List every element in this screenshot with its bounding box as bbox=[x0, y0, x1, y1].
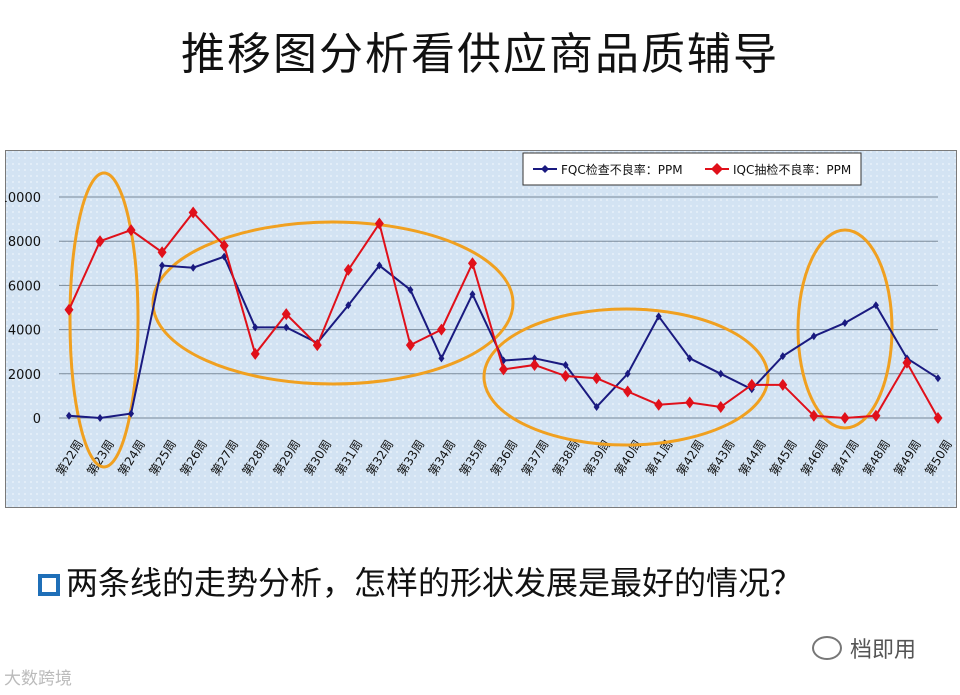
data-point-fqc bbox=[841, 318, 848, 327]
highlight-ellipses bbox=[68, 171, 894, 469]
bullet-text: 两条线的走势分析，怎样的形状发展是最好的情况？ bbox=[66, 564, 803, 602]
watermark-right: 档即用 bbox=[812, 632, 916, 664]
data-point-fqc bbox=[717, 369, 724, 378]
legend-marker-fqc bbox=[541, 165, 549, 173]
data-point-iqc bbox=[654, 398, 664, 411]
data-point-iqc bbox=[561, 370, 571, 383]
data-point-iqc bbox=[530, 358, 540, 371]
highlight-ellipse bbox=[796, 228, 894, 430]
data-point-iqc bbox=[623, 385, 633, 398]
data-point-fqc bbox=[407, 285, 414, 294]
legend-label-iqc: IQC抽检不良率：PPM bbox=[733, 162, 851, 177]
data-point-fqc bbox=[345, 301, 352, 310]
data-point-iqc bbox=[809, 409, 819, 422]
data-point-iqc bbox=[374, 217, 384, 230]
watermark-left: 大数跨境 bbox=[4, 669, 72, 689]
slide-title: 推移图分析看供应商品质辅导 bbox=[181, 29, 779, 80]
data-point-fqc bbox=[97, 414, 104, 422]
data-point-fqc bbox=[624, 369, 631, 378]
data-point-iqc bbox=[250, 347, 260, 360]
data-point-iqc bbox=[157, 246, 167, 259]
data-point-fqc bbox=[252, 323, 259, 332]
y-tick-label: 8000 bbox=[8, 235, 41, 250]
data-point-fqc bbox=[779, 352, 786, 361]
data-point-iqc bbox=[312, 339, 322, 352]
y-tick-label: 10000 bbox=[5, 191, 41, 206]
data-point-fqc bbox=[66, 411, 72, 420]
data-point-iqc bbox=[219, 239, 229, 252]
data-point-fqc bbox=[469, 290, 476, 299]
data-point-fqc bbox=[935, 374, 941, 383]
chat-bubble-icon bbox=[812, 636, 842, 660]
data-point-iqc bbox=[685, 396, 695, 409]
data-point-fqc bbox=[593, 402, 600, 411]
data-point-iqc bbox=[716, 400, 726, 413]
data-point-fqc bbox=[221, 252, 228, 261]
data-point-iqc bbox=[747, 378, 757, 391]
bullet-square-icon bbox=[38, 574, 60, 596]
data-point-iqc bbox=[188, 206, 198, 219]
data-point-fqc bbox=[128, 409, 135, 418]
legend-label-fqc: FQC检查不良率：PPM bbox=[561, 162, 683, 177]
data-point-fqc bbox=[872, 301, 879, 310]
y-tick-labels: 0 2000 4000 6000 8000 10000 bbox=[5, 191, 41, 427]
data-point-iqc bbox=[902, 356, 912, 369]
data-point-fqc bbox=[190, 263, 197, 272]
data-point-iqc bbox=[499, 363, 508, 376]
legend-marker-iqc bbox=[711, 163, 723, 175]
data-point-iqc bbox=[933, 412, 943, 424]
data-point-iqc bbox=[436, 323, 446, 336]
highlight-ellipse bbox=[482, 307, 770, 447]
data-point-iqc bbox=[95, 235, 105, 248]
legend-box bbox=[522, 152, 862, 186]
data-point-fqc bbox=[376, 261, 383, 270]
highlight-ellipse bbox=[68, 171, 140, 469]
data-point-fqc bbox=[438, 354, 445, 363]
data-point-fqc bbox=[810, 332, 817, 341]
y-tick-label: 6000 bbox=[8, 279, 41, 294]
data-point-iqc bbox=[467, 257, 477, 270]
grid-layer bbox=[59, 196, 938, 419]
data-point-iqc bbox=[871, 409, 881, 422]
series-layer bbox=[64, 206, 943, 424]
data-point-fqc bbox=[531, 354, 538, 363]
data-point-fqc bbox=[655, 312, 662, 321]
chart: 0200040006000800010000 第22周第23周第24周第25周第… bbox=[5, 150, 957, 508]
data-point-iqc bbox=[343, 263, 353, 276]
data-point-iqc bbox=[126, 224, 136, 237]
data-point-iqc bbox=[64, 303, 74, 316]
data-point-iqc bbox=[778, 378, 788, 391]
y-tick-label: 4000 bbox=[8, 324, 41, 339]
legend: FQC检查不良率：PPM IQC抽检不良率：PPM bbox=[522, 152, 862, 186]
data-point-fqc bbox=[283, 323, 290, 332]
data-point-fqc bbox=[686, 354, 693, 363]
data-point-iqc bbox=[405, 339, 415, 352]
data-point-fqc bbox=[159, 261, 166, 270]
data-point-iqc bbox=[281, 308, 291, 321]
bullet-point: 两条线的走势分析，怎样的形状发展是最好的情况？ bbox=[38, 560, 918, 606]
data-point-iqc bbox=[840, 412, 850, 424]
data-point-fqc bbox=[562, 360, 569, 369]
y-tick-label: 2000 bbox=[8, 368, 41, 383]
y-tick-label: 0 bbox=[33, 412, 41, 427]
watermark-right-text: 档即用 bbox=[850, 638, 917, 663]
highlight-ellipse bbox=[151, 220, 515, 386]
data-point-iqc bbox=[592, 372, 602, 385]
